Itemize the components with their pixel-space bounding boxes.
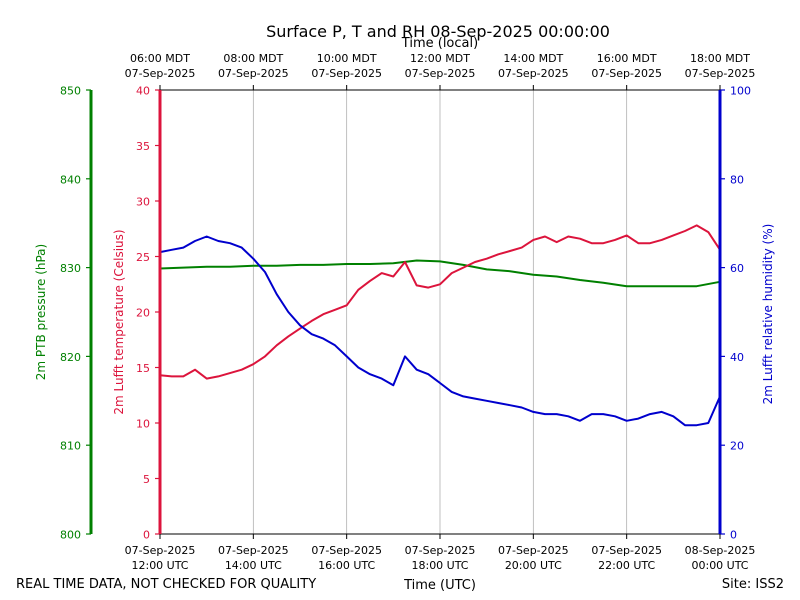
x-bottom-tick-time: 00:00 UTC (691, 559, 748, 572)
grid-lines (252, 90, 628, 534)
humidity-tick-label: 40 (730, 351, 744, 364)
x-top-tick-time: 16:00 MDT (597, 52, 657, 65)
x-bottom-tick-time: 20:00 UTC (505, 559, 562, 572)
pressure-series-line (159, 259, 721, 288)
x-bottom-tick-time: 12:00 UTC (131, 559, 188, 572)
x-bottom-tick-date: 07-Sep-2025 (591, 544, 662, 557)
temperature-tick-label: 15 (136, 362, 150, 375)
series-layer (159, 224, 721, 427)
x-top-tick-date: 07-Sep-2025 (311, 67, 382, 80)
humidity-tick-label: 100 (730, 85, 751, 98)
x-bottom-axis-label: Time (UTC) (403, 578, 476, 593)
x-bottom-tick-time: 14:00 UTC (225, 559, 282, 572)
x-top-tick-time: 10:00 MDT (317, 52, 377, 65)
x-top-tick-time: 12:00 MDT (410, 52, 470, 65)
pressure-axis-label: 2m PTB pressure (hPa) (34, 244, 48, 380)
x-top-tick-date: 07-Sep-2025 (685, 67, 756, 80)
temperature-tick-label: 0 (143, 529, 150, 542)
quality-note: REAL TIME DATA, NOT CHECKED FOR QUALITY (16, 577, 316, 592)
x-bottom-tick-date: 07-Sep-2025 (311, 544, 382, 557)
x-top-tick-time: 18:00 MDT (690, 52, 750, 65)
pressure-tick-label: 800 (60, 529, 81, 542)
temperature-tick-label: 5 (143, 473, 150, 486)
x-bottom-tick-date: 08-Sep-2025 (685, 544, 756, 557)
humidity-axis-label: 2m Lufft relative humidity (%) (761, 224, 775, 405)
temperature-tick-label: 40 (136, 85, 150, 98)
x-top-tick-date: 07-Sep-2025 (125, 67, 196, 80)
pressure-tick-label: 850 (60, 85, 81, 98)
x-top-tick-time: 08:00 MDT (223, 52, 283, 65)
temperature-tick-label: 35 (136, 140, 150, 153)
humidity-tick-label: 60 (730, 262, 744, 275)
x-bottom-tick-date: 07-Sep-2025 (498, 544, 569, 557)
humidity-series-line (159, 235, 721, 427)
x-bottom-tick-date: 07-Sep-2025 (125, 544, 196, 557)
x-top-axis-label: Time (local) (401, 36, 478, 51)
temperature-tick-label: 10 (136, 418, 150, 431)
humidity-tick-label: 20 (730, 440, 744, 453)
axes-layer (86, 85, 725, 539)
x-top-tick-date: 07-Sep-2025 (405, 67, 476, 80)
temperature-tick-label: 25 (136, 251, 150, 264)
x-bottom-tick-time: 18:00 UTC (411, 559, 468, 572)
temperature-series-line (159, 224, 721, 380)
site-label: Site: ISS2 (722, 577, 784, 592)
x-bottom-tick-time: 22:00 UTC (598, 559, 655, 572)
pressure-tick-label: 840 (60, 173, 81, 186)
humidity-tick-label: 80 (730, 173, 744, 186)
pressure-tick-label: 830 (60, 262, 81, 275)
x-top-tick-date: 07-Sep-2025 (591, 67, 662, 80)
humidity-tick-label: 0 (730, 529, 737, 542)
temperature-tick-label: 30 (136, 196, 150, 209)
chart-title: Surface P, T and RH 08-Sep-2025 00:00:00 (266, 22, 610, 41)
x-top-tick-time: 14:00 MDT (503, 52, 563, 65)
temperature-tick-label: 20 (136, 307, 150, 320)
temperature-axis-label: 2m Lufft temperature (Celsius) (112, 229, 126, 414)
x-bottom-tick-date: 07-Sep-2025 (405, 544, 476, 557)
x-bottom-tick-time: 16:00 UTC (318, 559, 375, 572)
pressure-tick-label: 820 (60, 351, 81, 364)
x-top-tick-date: 07-Sep-2025 (498, 67, 569, 80)
pressure-tick-label: 810 (60, 440, 81, 453)
x-bottom-tick-date: 07-Sep-2025 (218, 544, 289, 557)
x-top-tick-time: 06:00 MDT (130, 52, 190, 65)
x-top-tick-date: 07-Sep-2025 (218, 67, 289, 80)
